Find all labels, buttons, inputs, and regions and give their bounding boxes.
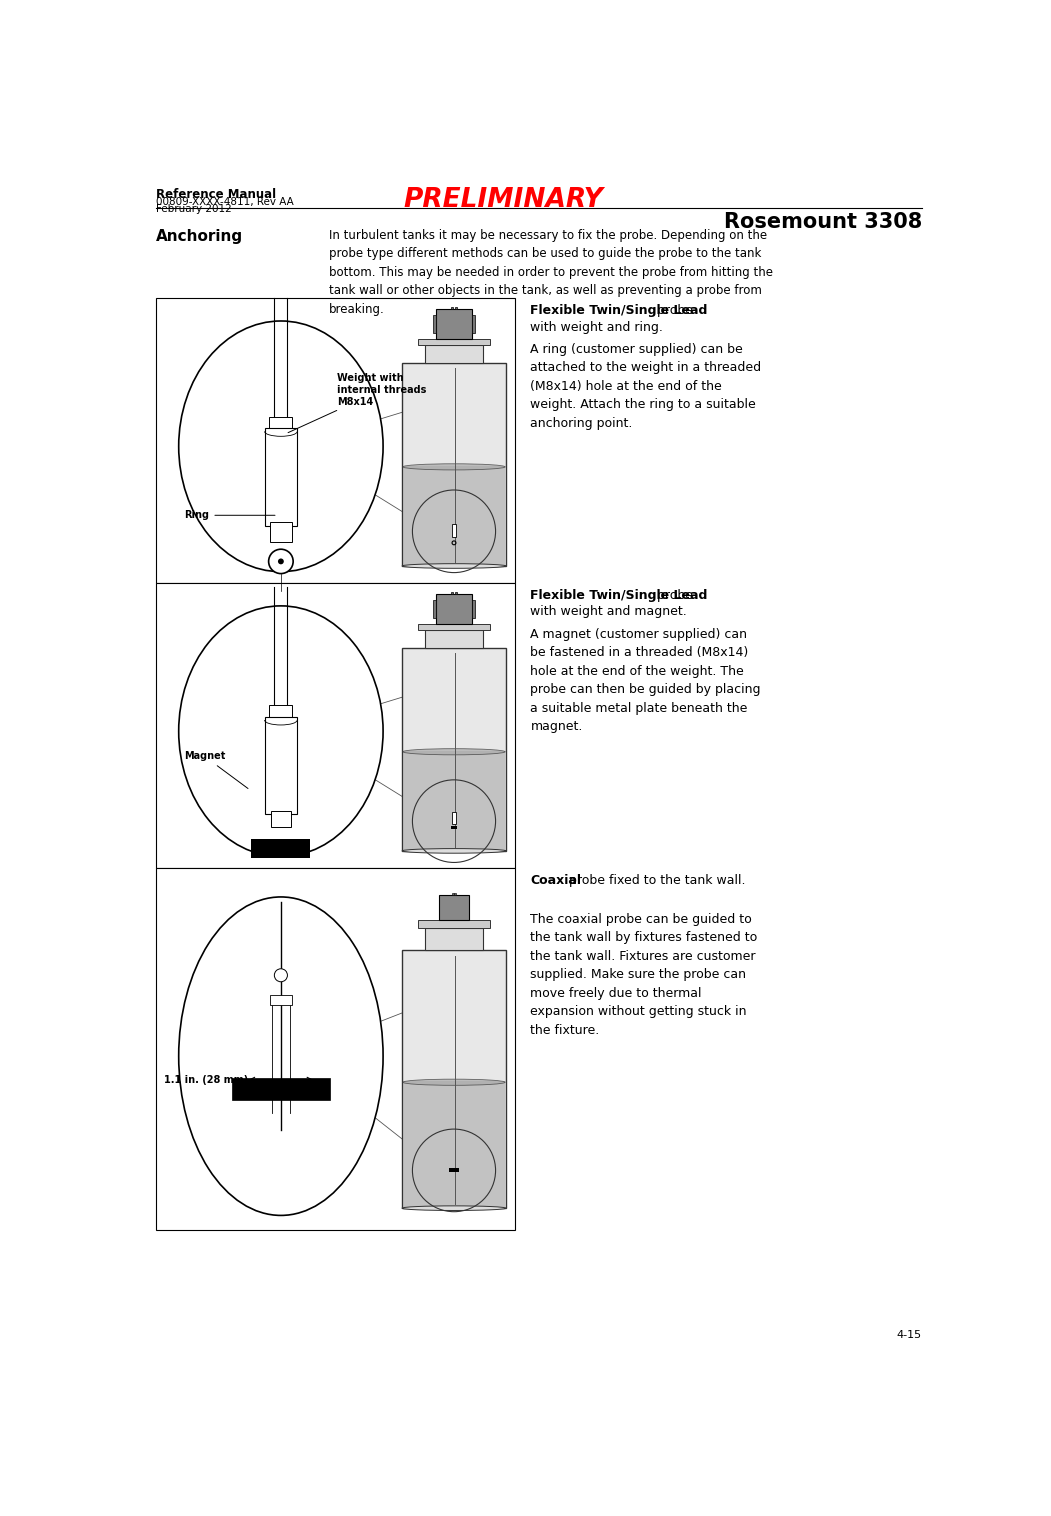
Ellipse shape: [403, 1205, 506, 1210]
Bar: [265, 428, 297, 526]
Bar: [417, 920, 491, 928]
Text: probe: probe: [653, 305, 693, 317]
Text: Flexible Twin/Single Lead: Flexible Twin/Single Lead: [531, 590, 708, 602]
Bar: [265, 717, 297, 814]
Bar: [455, 593, 457, 594]
Ellipse shape: [403, 464, 506, 470]
Text: Rosemount 3308: Rosemount 3308: [724, 212, 922, 232]
Ellipse shape: [403, 564, 506, 568]
Bar: [451, 308, 453, 309]
Text: A ring (customer supplied) can be
attached to the weight in a threaded
(M8x14) h: A ring (customer supplied) can be attach…: [531, 343, 762, 431]
Bar: [417, 625, 491, 631]
Bar: [270, 994, 291, 1005]
Bar: [426, 631, 482, 647]
Circle shape: [269, 549, 293, 573]
Bar: [451, 826, 457, 829]
Bar: [452, 893, 454, 894]
Text: with weight and ring.: with weight and ring.: [531, 320, 663, 334]
Bar: [269, 705, 292, 722]
Text: February 2012: February 2012: [157, 205, 232, 214]
Bar: [269, 417, 292, 434]
Bar: [452, 523, 456, 538]
Bar: [439, 894, 469, 920]
Bar: [232, 1078, 330, 1101]
Bar: [450, 1169, 458, 1172]
Bar: [403, 1081, 506, 1207]
Text: Coaxial: Coaxial: [531, 875, 581, 887]
Bar: [426, 928, 482, 951]
Bar: [455, 308, 457, 309]
Bar: [472, 315, 475, 334]
Ellipse shape: [403, 849, 506, 854]
Bar: [157, 299, 515, 584]
Bar: [403, 951, 506, 1208]
Text: 1.1 in. (28 mm): 1.1 in. (28 mm): [164, 1075, 248, 1085]
Bar: [433, 315, 436, 334]
Text: Flexible Twin/Single Lead: Flexible Twin/Single Lead: [531, 305, 708, 317]
Text: Reference Manual: Reference Manual: [157, 188, 276, 202]
Bar: [472, 600, 475, 619]
Ellipse shape: [179, 321, 383, 572]
Bar: [157, 584, 515, 869]
Text: PRELIMINARY: PRELIMINARY: [404, 186, 603, 212]
Bar: [436, 309, 472, 340]
Bar: [403, 362, 506, 565]
Bar: [271, 811, 291, 828]
Ellipse shape: [403, 749, 506, 755]
Bar: [157, 869, 515, 1229]
Bar: [403, 465, 506, 565]
Text: In turbulent tanks it may be necessary to fix the probe. Depending on the
probe : In turbulent tanks it may be necessary t…: [329, 229, 772, 315]
Text: probe: probe: [653, 590, 693, 602]
Circle shape: [274, 969, 287, 982]
Circle shape: [277, 558, 284, 564]
Bar: [433, 600, 436, 619]
Bar: [270, 523, 291, 541]
Bar: [251, 838, 310, 858]
Text: 4-15: 4-15: [897, 1330, 922, 1340]
Bar: [436, 594, 472, 625]
Bar: [426, 346, 482, 362]
Ellipse shape: [403, 1079, 506, 1085]
Text: A magnet (customer supplied) can
be fastened in a threaded (M8x14)
hole at the e: A magnet (customer supplied) can be fast…: [531, 628, 761, 734]
Bar: [454, 893, 456, 894]
Ellipse shape: [179, 606, 383, 857]
Bar: [417, 340, 491, 346]
Bar: [451, 593, 453, 594]
Text: Magnet: Magnet: [184, 752, 248, 788]
Bar: [403, 750, 506, 850]
Text: 00809-XXXX-4811, Rev AA: 00809-XXXX-4811, Rev AA: [157, 197, 294, 206]
Text: The coaxial probe can be guided to
the tank wall by fixtures fastened to
the tan: The coaxial probe can be guided to the t…: [531, 913, 758, 1037]
Text: Anchoring: Anchoring: [157, 229, 243, 244]
Bar: [403, 647, 506, 850]
Ellipse shape: [179, 897, 383, 1216]
Bar: [452, 813, 456, 825]
Text: Ring: Ring: [184, 511, 275, 520]
Text: with weight and magnet.: with weight and magnet.: [531, 605, 687, 619]
Text: Weight with
internal threads
M8x14: Weight with internal threads M8x14: [288, 373, 427, 432]
Text: probe fixed to the tank wall.: probe fixed to the tank wall.: [564, 875, 745, 887]
